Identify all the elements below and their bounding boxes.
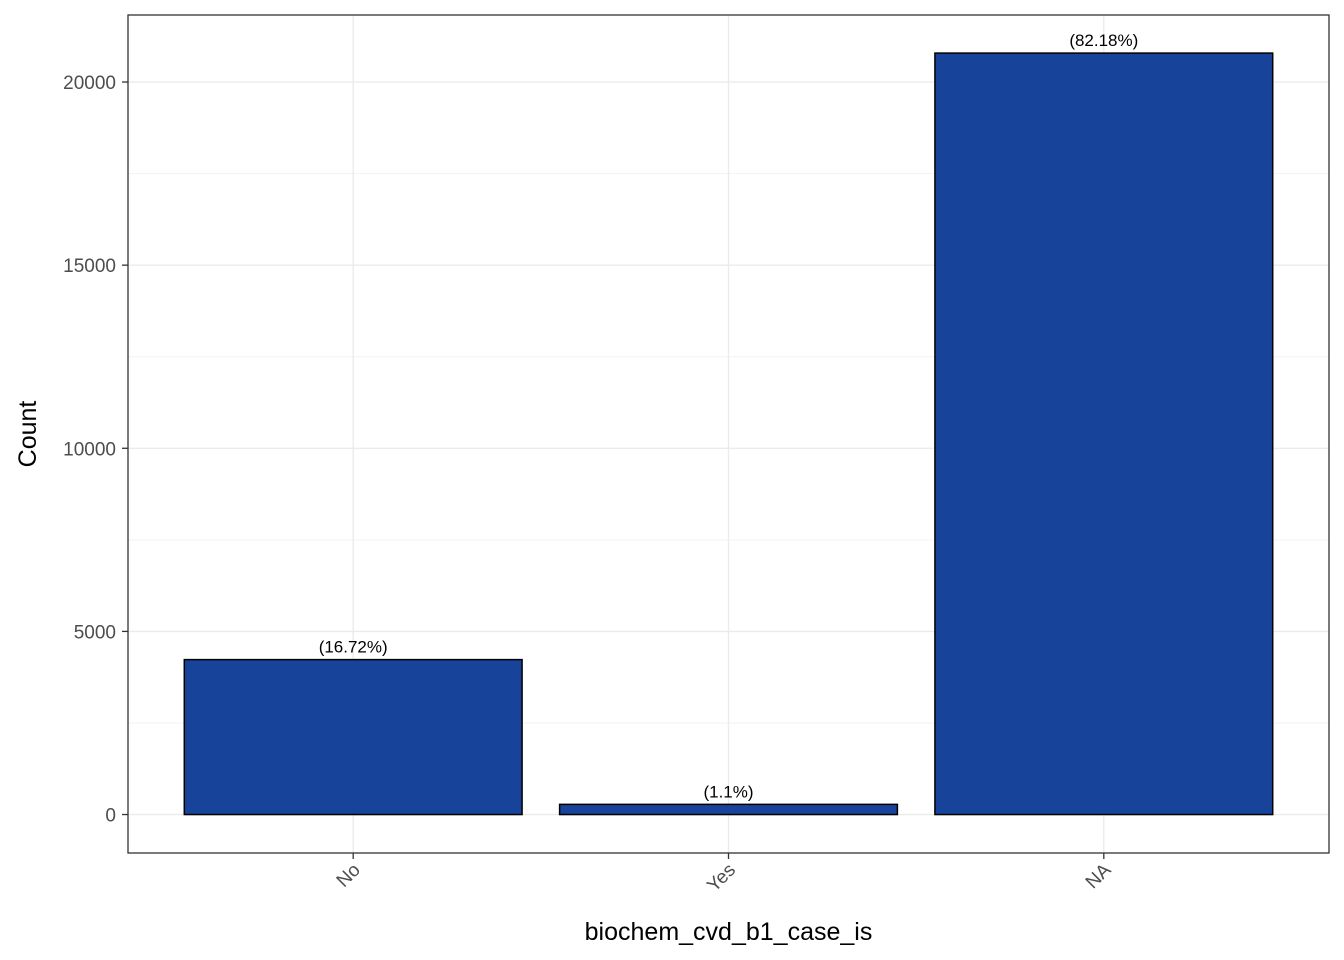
x-axis-title: biochem_cvd_b1_case_is: [585, 918, 873, 946]
bar-label-no: (16.72%): [319, 638, 388, 657]
bar-no: [183, 658, 523, 816]
y-tick-label: 10000: [63, 439, 116, 460]
y-tick-label: 20000: [63, 73, 116, 94]
bar-label-yes: (1.1%): [703, 782, 753, 801]
y-tick-label: 5000: [74, 622, 116, 643]
bar-yes: [558, 803, 899, 816]
y-axis-title: Count: [14, 401, 42, 468]
bar-label-na: (82.18%): [1069, 31, 1138, 50]
y-tick-label: 15000: [63, 256, 116, 277]
bars: [183, 52, 1274, 816]
bar-na: [934, 52, 1274, 816]
y-axis-ticks: 0 5000 10000 15000 20000: [63, 73, 128, 827]
bar-data-labels: (16.72%) (1.1%) (82.18%): [319, 31, 1139, 801]
y-tick-label: 0: [105, 806, 116, 827]
